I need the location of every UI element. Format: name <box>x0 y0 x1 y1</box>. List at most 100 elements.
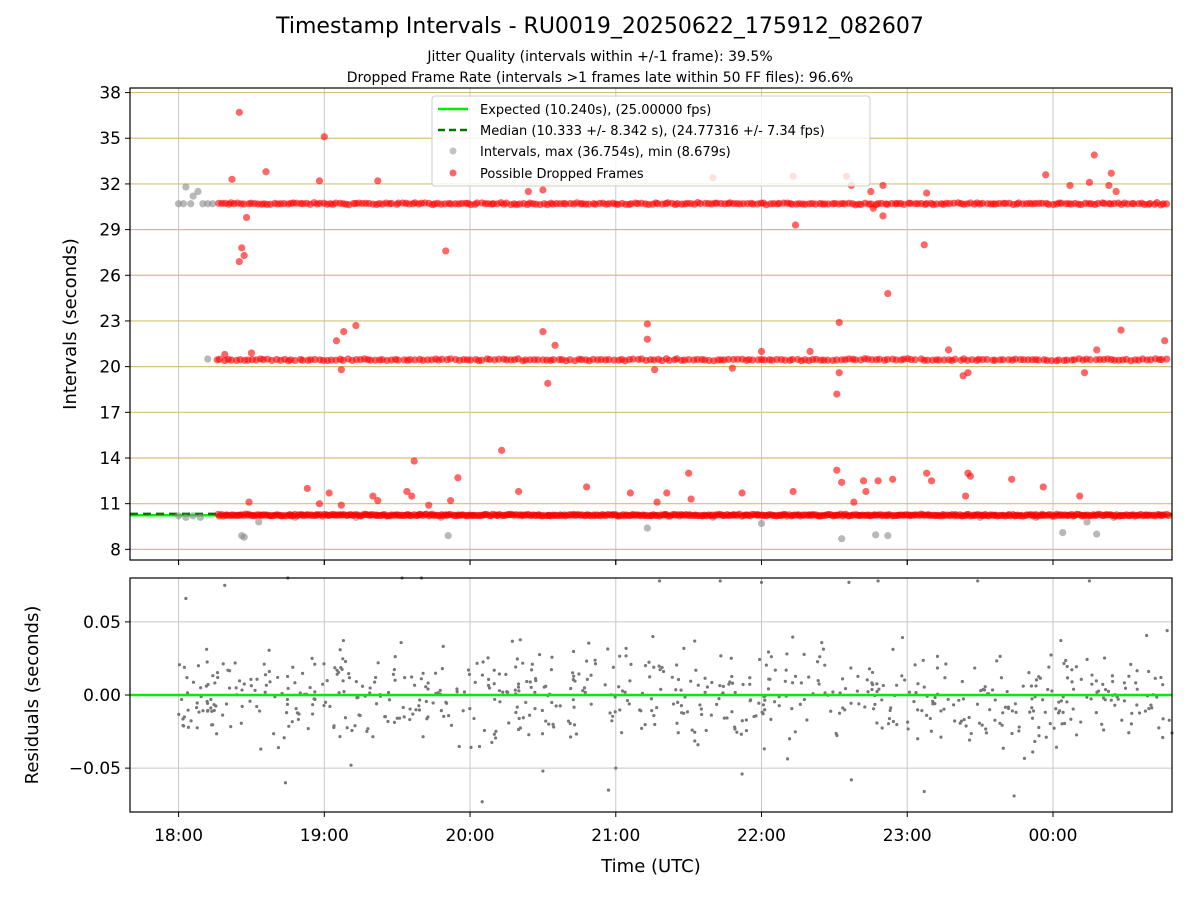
residual-point <box>762 747 766 751</box>
legend-box <box>431 95 871 187</box>
residual-point <box>838 691 842 695</box>
residual-point <box>341 657 345 661</box>
residual-point <box>744 728 749 733</box>
residual-point <box>343 659 348 664</box>
residual-point <box>338 735 342 739</box>
residual-point <box>614 766 618 770</box>
residual-point <box>761 712 765 716</box>
residual-point <box>505 690 509 694</box>
dropped-frame-point <box>352 321 360 330</box>
residual-point <box>658 668 662 672</box>
residual-point <box>999 676 1004 680</box>
residual-point <box>694 668 698 672</box>
residual-point <box>325 678 329 683</box>
residual-point <box>568 735 573 739</box>
residual-point <box>593 658 597 662</box>
residual-point <box>799 681 803 685</box>
residual-point <box>787 737 792 741</box>
interval-point <box>189 192 197 200</box>
residual-point <box>1001 746 1005 750</box>
residual-point <box>1159 675 1163 680</box>
residual-point <box>744 718 748 722</box>
residual-point <box>571 649 576 654</box>
residual-point <box>871 683 875 687</box>
residual-point <box>1014 710 1018 714</box>
residual-point <box>551 722 555 726</box>
residual-point <box>730 674 734 679</box>
residual-point <box>877 687 881 691</box>
interval-y-tick-label: 35 <box>99 129 121 149</box>
residual-point <box>514 710 518 715</box>
residual-point <box>449 723 454 727</box>
residual-point <box>766 650 771 654</box>
residual-point <box>341 638 346 643</box>
residual-point <box>976 579 980 583</box>
x-tick-label: 22:00 <box>737 826 786 846</box>
residual-point <box>285 674 290 679</box>
residual-point <box>1069 717 1073 721</box>
residual-point <box>353 724 357 728</box>
dropped-frame-point <box>337 501 345 509</box>
residual-point <box>682 711 686 715</box>
dropped-frame-point <box>749 356 757 364</box>
residual-point <box>990 688 995 692</box>
residual-point <box>953 719 957 723</box>
residual-point <box>1109 698 1113 702</box>
residual-point <box>903 678 907 682</box>
residual-point <box>573 679 577 683</box>
residual-point <box>608 711 612 715</box>
residual-point <box>674 688 678 692</box>
residual-point <box>442 714 446 718</box>
residual-point <box>393 655 397 659</box>
residual-point <box>758 657 762 662</box>
residual-point <box>195 726 199 730</box>
residual-point <box>699 707 703 711</box>
interval-axes: 8 11 14 17 20 23 26 29 32 35 38 <box>99 84 1054 565</box>
dropped-frame-point <box>884 289 892 298</box>
residual-point <box>515 705 519 709</box>
residuals-y-axis-label: Residuals (seconds) <box>22 606 43 785</box>
residual-point <box>310 656 314 660</box>
residual-point <box>234 686 238 690</box>
dropped-frame-point <box>833 390 841 398</box>
residual-point <box>876 579 880 583</box>
residual-point <box>1101 682 1105 687</box>
dropped-frame-point <box>1039 483 1047 491</box>
residual-point <box>533 690 537 694</box>
residual-point <box>1070 680 1074 684</box>
residual-point <box>1146 669 1151 674</box>
residual-point <box>624 646 628 650</box>
dropped-frame-point <box>403 487 411 496</box>
residual-point <box>962 717 966 722</box>
residual-point <box>981 687 985 692</box>
residual-point <box>401 705 405 710</box>
residual-point <box>345 726 349 730</box>
dropped-frame-point <box>892 356 900 364</box>
residual-point <box>516 685 521 689</box>
residual-point <box>441 644 445 648</box>
residual-point <box>1037 725 1041 730</box>
dropped-frame-point <box>227 356 235 364</box>
x-tick-label: 18:00 <box>154 826 203 846</box>
residual-point <box>820 640 824 645</box>
residual-point <box>679 704 684 708</box>
residual-point <box>785 652 789 656</box>
residual-point <box>913 663 917 667</box>
residual-point <box>1048 722 1052 726</box>
residual-point <box>214 704 218 708</box>
dropped-frame-point <box>788 355 796 364</box>
residual-point <box>216 675 220 680</box>
residual-point <box>818 655 822 659</box>
residual-point <box>1065 700 1069 704</box>
residual-point <box>492 668 496 672</box>
residual-point <box>916 708 920 712</box>
residual-point <box>387 698 392 702</box>
residual-point <box>857 702 861 706</box>
residual-point <box>740 772 744 776</box>
residual-point <box>320 682 325 686</box>
residual-point <box>440 667 444 671</box>
residuals-y-tick-label: 0.05 <box>83 613 121 633</box>
residual-point <box>652 665 656 669</box>
residual-point <box>386 719 390 724</box>
